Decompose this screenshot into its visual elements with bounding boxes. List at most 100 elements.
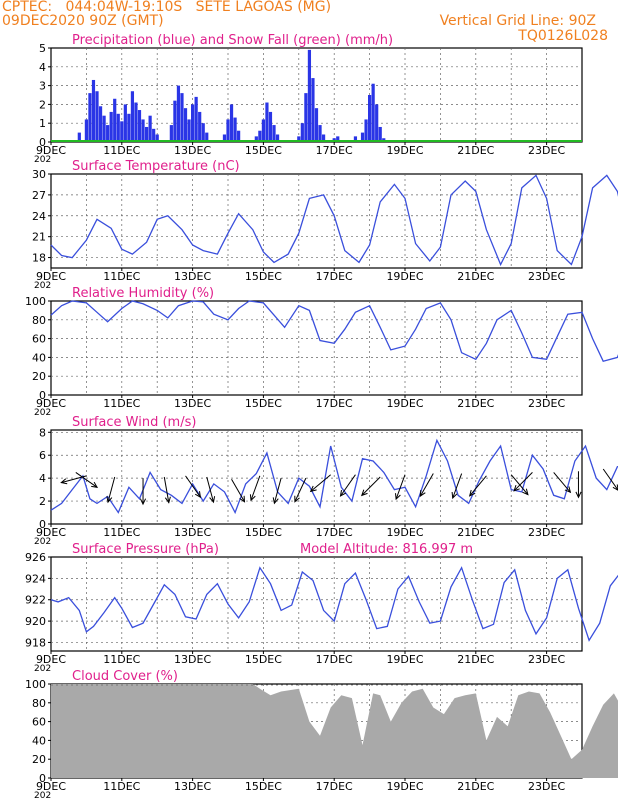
- precip-bar: [137, 110, 142, 142]
- x-tick-label: 9DEC: [36, 526, 66, 539]
- panel-frame: [50, 173, 583, 269]
- precip-bar: [148, 115, 152, 142]
- header-location: CPTEC: 044:04W-19:10S SETE LAGOAS (MG): [2, 0, 332, 15]
- wind-arrow-head: [272, 497, 279, 505]
- wind-arrow-head: [575, 491, 582, 499]
- precip-bar: [130, 91, 135, 142]
- x-tick-label: 11DEC: [103, 780, 140, 793]
- precip-bar: [198, 111, 202, 142]
- x-tick-label: 19DEC: [386, 397, 423, 410]
- panel-title: Cloud Cover (%): [72, 669, 178, 684]
- precip-bar: [113, 98, 117, 142]
- x-year-label: 202: [34, 664, 51, 674]
- x-tick-label: 11DEC: [103, 526, 140, 539]
- precip-bar: [311, 78, 315, 142]
- y-tick-label: 3: [39, 80, 46, 93]
- x-tick-label: 13DEC: [174, 397, 211, 410]
- series-line: [50, 566, 618, 642]
- precip-bar: [183, 108, 188, 142]
- panel-title: Surface Wind (m/s): [72, 415, 196, 430]
- y-tick-label: 20: [32, 753, 46, 766]
- y-tick-label: 918: [25, 636, 46, 649]
- panel-title: Relative Humidity (%): [72, 286, 214, 301]
- y-tick-label: 60: [32, 333, 46, 346]
- x-tick-label: 15DEC: [245, 780, 282, 793]
- precip-bar: [364, 119, 368, 142]
- precip-bar: [141, 119, 145, 142]
- precip-bar: [226, 119, 230, 142]
- precip-bar: [187, 119, 191, 142]
- y-tick-label: 60: [32, 716, 46, 729]
- wind-arrow-head: [164, 496, 171, 504]
- x-tick-label: 17DEC: [316, 270, 353, 283]
- series-line: [50, 174, 618, 267]
- precip-bar: [194, 96, 198, 142]
- x-tick-label: 21DEC: [457, 144, 494, 157]
- precip-bar: [268, 111, 273, 142]
- y-tick-label: 2: [39, 98, 46, 111]
- x-year-label: 202: [34, 791, 51, 800]
- precip-bar: [106, 125, 110, 142]
- panel-title: Surface Pressure (hPa): [72, 542, 219, 557]
- y-tick-label: 2: [39, 495, 46, 508]
- precip-bar: [300, 123, 304, 142]
- precip-bar: [116, 113, 120, 142]
- wind-arrow-head: [239, 495, 246, 503]
- y-tick-label: 8: [39, 426, 46, 439]
- wind-arrow-head: [395, 493, 401, 501]
- wind-arrow-head: [522, 488, 529, 496]
- wind-arrow-head: [139, 498, 147, 506]
- y-tick-label: 40: [32, 734, 46, 747]
- x-tick-label: 9DEC: [36, 780, 66, 793]
- precip-bar: [152, 128, 156, 142]
- precip-bar: [371, 83, 375, 142]
- x-tick-label: 15DEC: [245, 270, 282, 283]
- wind-arrow: [273, 478, 282, 504]
- wind-arrow: [361, 476, 381, 496]
- x-tick-label: 17DEC: [316, 526, 353, 539]
- precip-bar: [155, 134, 159, 142]
- precip-bar: [297, 136, 301, 142]
- x-tick-label: 9DEC: [36, 270, 66, 283]
- precip-bar: [258, 130, 262, 142]
- precip-bar: [180, 93, 184, 142]
- wind-arrow: [452, 473, 463, 499]
- panel-frame: [50, 429, 583, 525]
- y-tick-label: 5: [39, 42, 46, 55]
- header-model-id: TQ0126L028: [518, 28, 608, 44]
- y-tick-label: 4: [39, 61, 46, 74]
- panel-frame: [50, 556, 583, 652]
- x-tick-label: 15DEC: [245, 653, 282, 666]
- x-tick-label: 19DEC: [386, 144, 423, 157]
- wind-arrow: [340, 474, 356, 497]
- x-tick-label: 9DEC: [36, 653, 66, 666]
- x-tick-label: 11DEC: [103, 653, 140, 666]
- wind-arrow-head: [91, 481, 99, 488]
- wind-arrow-head: [360, 489, 368, 497]
- precip-bar: [88, 93, 92, 142]
- precip-bar: [233, 117, 237, 142]
- precip-bar: [375, 104, 379, 142]
- x-tick-label: 21DEC: [457, 526, 494, 539]
- precip-bar: [176, 85, 181, 142]
- wind-arrow: [206, 476, 214, 503]
- header-grid-line: Vertical Grid Line: 90Z: [439, 13, 596, 29]
- series-line: [50, 438, 618, 515]
- wind-arrow: [553, 472, 571, 493]
- y-tick-label: 24: [32, 210, 46, 223]
- wind-arrow-head: [513, 484, 520, 492]
- x-year-label: 202: [34, 281, 51, 291]
- y-tick-label: 21: [32, 231, 46, 244]
- y-tick-label: 922: [25, 594, 46, 607]
- panel-title: Precipitation (blue) and Snow Fall (gree…: [72, 33, 393, 48]
- x-tick-label: 17DEC: [316, 397, 353, 410]
- x-tick-label: 19DEC: [386, 780, 423, 793]
- precip-bar: [95, 91, 99, 142]
- x-tick-label: 11DEC: [103, 270, 140, 283]
- y-tick-label: 100: [25, 295, 46, 308]
- wind-arrow-head: [612, 484, 618, 491]
- wind-arrow: [61, 475, 87, 484]
- precip-bar: [77, 132, 81, 142]
- wind-arrow-head: [419, 490, 426, 498]
